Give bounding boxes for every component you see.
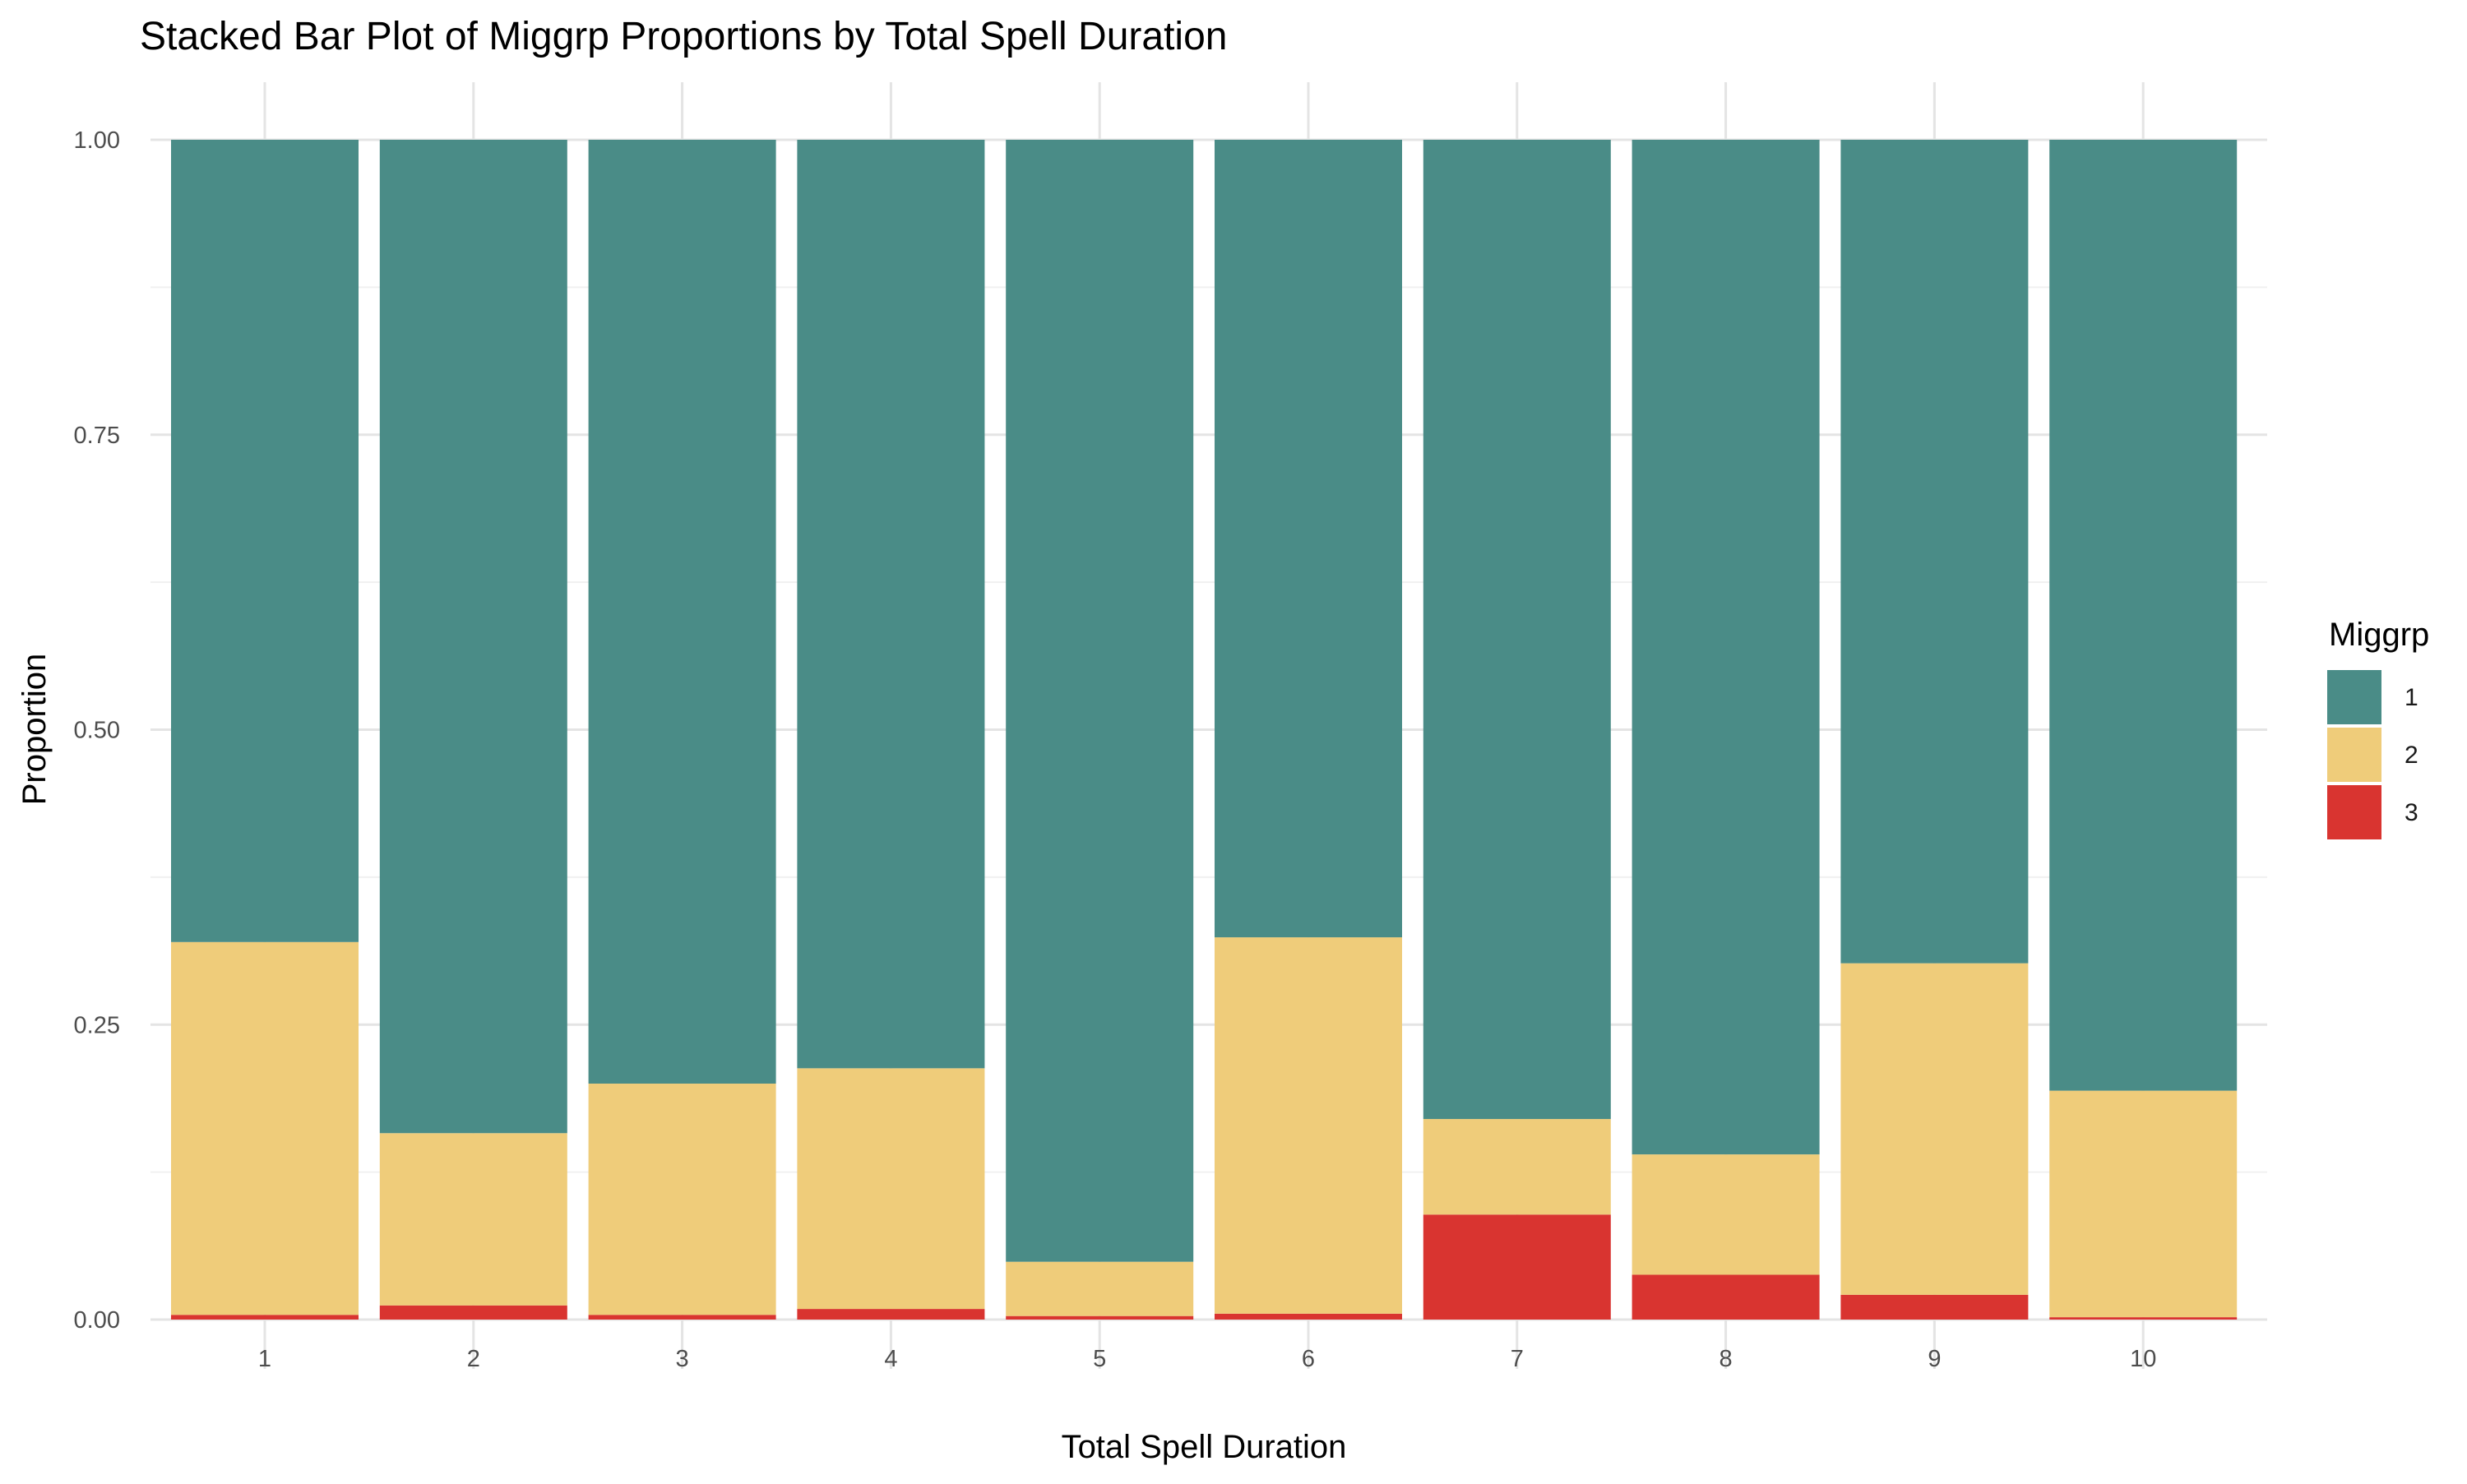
bar-segment-miggrp-2-duration-9 [1840, 963, 2029, 1295]
bar-segment-miggrp-3-duration-1 [171, 1315, 359, 1320]
bar-segment-miggrp-2-duration-4 [797, 1068, 985, 1310]
bar-segment-miggrp-1-duration-7 [1423, 140, 1611, 1120]
bar-segment-miggrp-3-duration-8 [1632, 1274, 1820, 1320]
y-tick-label: 0.75 [74, 423, 120, 449]
bar-segment-miggrp-1-duration-6 [1215, 140, 1402, 938]
x-axis-title: Total Spell Duration [1062, 1429, 1347, 1465]
bar-segment-miggrp-1-duration-2 [379, 140, 567, 1134]
y-axis-title: Proportion [16, 654, 53, 806]
x-tick-label: 6 [1302, 1346, 1315, 1372]
bar-segment-miggrp-1-duration-3 [588, 140, 776, 1084]
bar-segment-miggrp-3-duration-6 [1215, 1313, 1402, 1320]
legend-key-3 [2327, 785, 2381, 839]
legend-title: Miggrp [2329, 617, 2429, 653]
x-tick-label: 10 [2130, 1346, 2156, 1372]
legend-label-2: 2 [2405, 742, 2418, 769]
legend: Miggrp 1 2 3 [2327, 617, 2429, 839]
bar-segment-miggrp-3-duration-4 [797, 1309, 985, 1320]
bar-segment-miggrp-2-duration-8 [1632, 1154, 1820, 1275]
x-tick-label: 9 [1928, 1346, 1941, 1372]
legend-label-1: 1 [2405, 684, 2418, 711]
ticks-layer: 0.00 0.25 0.50 0.75 1.00 1 2 3 4 5 6 7 8 9 10 [74, 127, 2157, 1372]
bar-segment-miggrp-3-duration-9 [1840, 1294, 2029, 1320]
bar-segment-miggrp-3-duration-2 [379, 1305, 567, 1320]
x-tick-label: 7 [1511, 1346, 1524, 1372]
bar-segment-miggrp-3-duration-5 [1006, 1315, 1194, 1320]
bar-segment-miggrp-3-duration-3 [588, 1315, 776, 1320]
bar-segment-miggrp-3-duration-7 [1423, 1214, 1611, 1320]
legend-label-3: 3 [2405, 799, 2418, 826]
bar-segment-miggrp-3-duration-10 [2049, 1317, 2238, 1320]
bar-segment-miggrp-2-duration-2 [379, 1133, 567, 1306]
x-tick-label: 1 [258, 1346, 271, 1372]
x-tick-label: 3 [676, 1346, 689, 1372]
bar-segment-miggrp-2-duration-10 [2049, 1090, 2238, 1318]
x-tick-label: 5 [1093, 1346, 1106, 1372]
bar-segment-miggrp-2-duration-7 [1423, 1119, 1611, 1215]
bar-segment-miggrp-1-duration-10 [2049, 140, 2238, 1091]
bar-segment-miggrp-2-duration-6 [1215, 937, 1402, 1314]
legend-key-1 [2327, 670, 2381, 724]
bar-segment-miggrp-1-duration-1 [171, 140, 359, 942]
y-tick-label: 0.00 [74, 1307, 120, 1334]
y-tick-label: 1.00 [74, 127, 120, 154]
legend-key-2 [2327, 728, 2381, 782]
y-tick-label: 0.25 [74, 1012, 120, 1038]
x-tick-label: 2 [467, 1346, 480, 1372]
y-tick-label: 0.50 [74, 718, 120, 744]
bar-segment-miggrp-1-duration-5 [1006, 140, 1194, 1262]
bar-segment-miggrp-2-duration-1 [171, 941, 359, 1315]
x-tick-label: 8 [1719, 1346, 1733, 1372]
bar-segment-miggrp-1-duration-9 [1840, 140, 2029, 964]
bars-layer [171, 140, 2238, 1320]
chart-title: Stacked Bar Plot of Miggrp Proportions b… [140, 15, 1227, 58]
bar-segment-miggrp-1-duration-8 [1632, 140, 1820, 1155]
bar-segment-miggrp-2-duration-5 [1006, 1261, 1194, 1316]
bar-segment-miggrp-2-duration-3 [588, 1084, 776, 1315]
bar-segment-miggrp-1-duration-4 [797, 140, 985, 1069]
x-tick-label: 4 [884, 1346, 897, 1372]
legend-items: 1 2 3 [2327, 670, 2418, 839]
